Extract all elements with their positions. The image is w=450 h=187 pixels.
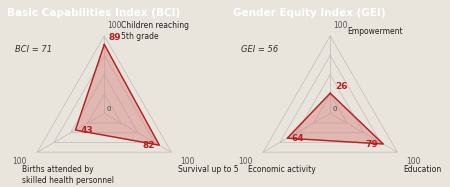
Text: Births attended by
skilled health personnel: Births attended by skilled health person… bbox=[22, 165, 114, 185]
Text: Children reaching
5th grade: Children reaching 5th grade bbox=[122, 21, 189, 41]
Polygon shape bbox=[76, 45, 159, 145]
Text: 100: 100 bbox=[407, 157, 421, 166]
Text: Gender Equity Index (GEI): Gender Equity Index (GEI) bbox=[233, 8, 385, 18]
Text: 64: 64 bbox=[292, 134, 305, 143]
Text: Survival up to 5: Survival up to 5 bbox=[178, 165, 238, 174]
Text: 100: 100 bbox=[12, 157, 27, 166]
Text: 100: 100 bbox=[238, 157, 252, 166]
Text: 26: 26 bbox=[335, 82, 347, 91]
Text: GEI = 56: GEI = 56 bbox=[241, 45, 279, 54]
Text: 82: 82 bbox=[142, 141, 155, 150]
Text: Basic Capabilities Index (BCI): Basic Capabilities Index (BCI) bbox=[7, 8, 180, 18]
Polygon shape bbox=[287, 93, 383, 144]
Text: 100: 100 bbox=[333, 21, 348, 30]
Text: 89: 89 bbox=[109, 33, 122, 42]
Text: Education: Education bbox=[404, 165, 442, 174]
Text: 79: 79 bbox=[366, 140, 378, 149]
Text: Empowerment: Empowerment bbox=[347, 27, 403, 36]
Text: Economic activity: Economic activity bbox=[248, 165, 315, 174]
Text: 0: 0 bbox=[333, 106, 337, 112]
Text: 0: 0 bbox=[107, 106, 111, 112]
Text: BCI = 71: BCI = 71 bbox=[15, 45, 52, 54]
Text: 100: 100 bbox=[108, 21, 122, 30]
Text: 43: 43 bbox=[80, 126, 93, 135]
Text: 100: 100 bbox=[181, 157, 195, 166]
